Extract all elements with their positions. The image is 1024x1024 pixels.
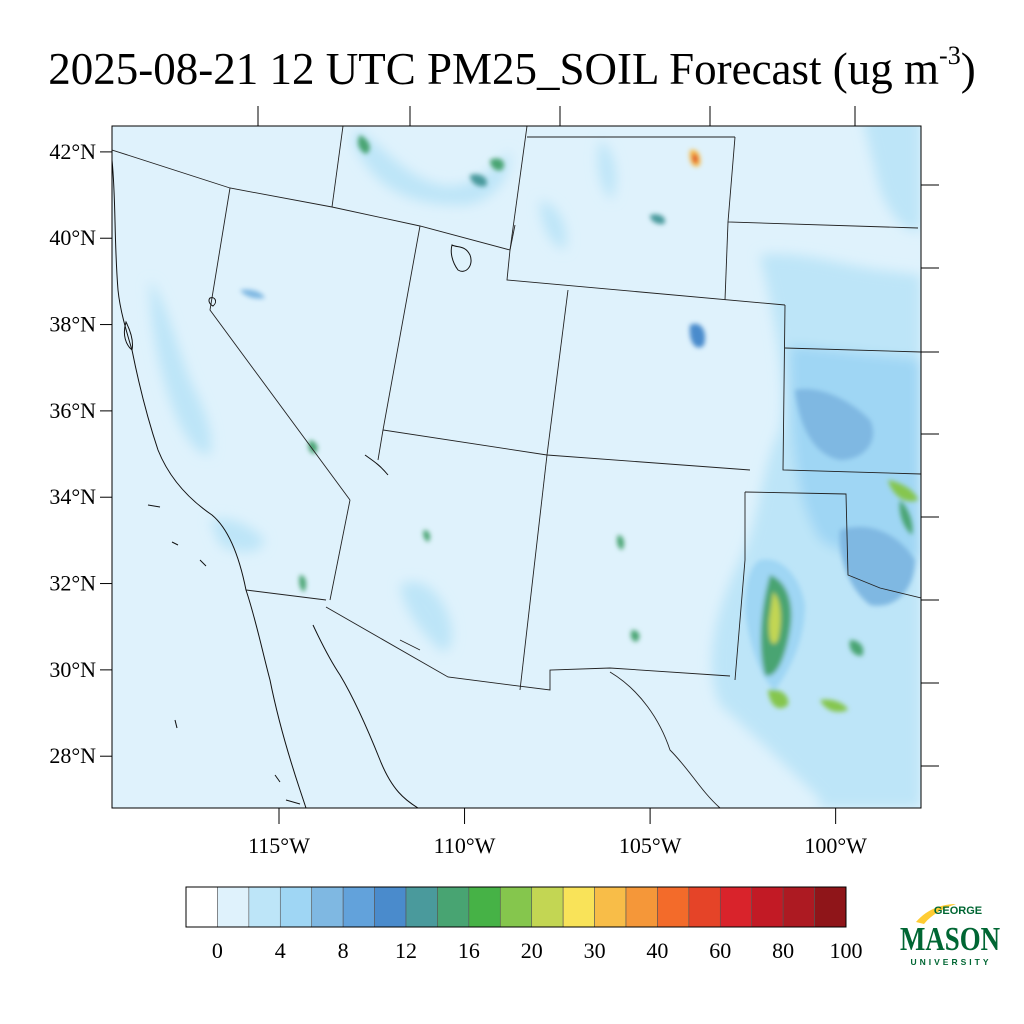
lat-tick-label: 28°N [49, 743, 96, 768]
colorbar-label: 30 [584, 938, 606, 963]
colorbar-swatch [342, 886, 375, 928]
colorbar-swatch [468, 886, 501, 928]
colorbar: 0 4 8 12 16 20 30 40 60 80 100 [185, 886, 863, 963]
colorbar-swatch [625, 886, 658, 928]
logo-swoosh-icon [916, 904, 956, 924]
colorbar-label: 4 [275, 938, 286, 963]
lat-tick-label: 42°N [49, 139, 96, 164]
colorbar-swatch [594, 886, 627, 928]
colorbar-swatch [719, 886, 753, 928]
colorbar-swatch [248, 886, 281, 928]
lon-tick-label: 105°W [619, 833, 682, 858]
logo-main-text: MASON [900, 921, 1000, 958]
lon-tick-label: 110°W [434, 833, 496, 858]
colorbar-swatch [217, 886, 250, 928]
colorbar-swatch [499, 886, 533, 928]
colorbar-label: 60 [709, 938, 731, 963]
colorbar-label: 20 [521, 938, 543, 963]
colorbar-swatch [782, 886, 815, 928]
colorbar-swatch [437, 886, 470, 928]
colorbar-swatch [311, 886, 344, 928]
lat-tick-label: 32°N [49, 571, 96, 596]
colorbar-swatch [562, 886, 595, 928]
logo-bottom-text: UNIVERSITY [910, 957, 991, 967]
concentration-field [150, 126, 921, 808]
title-close: ) [960, 44, 976, 94]
colorbar-swatch [185, 886, 218, 928]
colorbar-swatch [688, 886, 721, 928]
colorbar-swatch [531, 886, 564, 928]
lat-tick-label: 36°N [49, 398, 96, 423]
colorbar-label: 16 [458, 938, 480, 963]
colorbar-swatch [751, 886, 784, 928]
colorbar-label: 80 [772, 938, 794, 963]
colorbar-swatch [374, 886, 407, 928]
colorbar-label: 100 [830, 938, 863, 963]
lat-tick-label: 34°N [49, 484, 96, 509]
lat-tick-label: 38°N [49, 312, 96, 337]
colorbar-label: 8 [338, 938, 349, 963]
map-area [112, 126, 921, 808]
logo-top-text: GEORGE [934, 905, 982, 917]
title-superscript: -3 [939, 41, 961, 70]
lon-tick-label: 100°W [804, 833, 867, 858]
axis-ticks [100, 106, 939, 824]
axis-tick-labels: 42°N 40°N 38°N 36°N 34°N 32°N 30°N 28°N 115°W 110… [49, 139, 867, 858]
colorbar-swatch [279, 886, 313, 928]
lat-tick-label: 40°N [49, 225, 96, 250]
colorbar-swatch [814, 886, 847, 928]
colorbar-swatch [405, 886, 438, 928]
lon-tick-label: 115°W [248, 833, 310, 858]
state-boundaries [112, 126, 921, 808]
colorbar-frame [185, 886, 847, 928]
colorbar-label: 40 [646, 938, 668, 963]
map-frame [111, 125, 922, 809]
lat-tick-label: 30°N [49, 657, 96, 682]
colorbar-label: 0 [212, 938, 223, 963]
title-text: 2025-08-21 12 UTC PM25_SOIL Forecast (ug… [48, 44, 940, 94]
colorbar-swatch [657, 886, 690, 928]
coastline [112, 159, 472, 808]
plot-title: 2025-08-21 12 UTC PM25_SOIL Forecast (ug… [0, 34, 1024, 95]
gmu-logo: GEORGE MASON UNIVERSITY [900, 904, 1000, 967]
colorbar-label: 12 [395, 938, 417, 963]
